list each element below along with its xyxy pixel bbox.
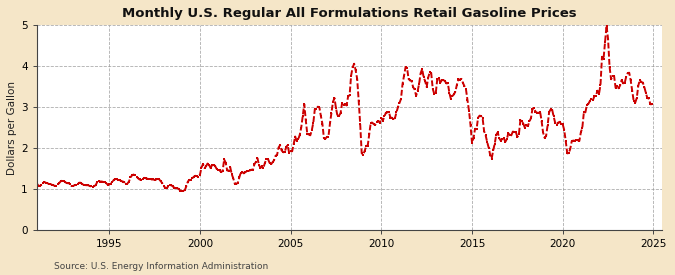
Text: Source: U.S. Energy Information Administration: Source: U.S. Energy Information Administ… — [54, 262, 268, 271]
Y-axis label: Dollars per Gallon: Dollars per Gallon — [7, 81, 17, 175]
Title: Monthly U.S. Regular All Formulations Retail Gasoline Prices: Monthly U.S. Regular All Formulations Re… — [122, 7, 577, 20]
